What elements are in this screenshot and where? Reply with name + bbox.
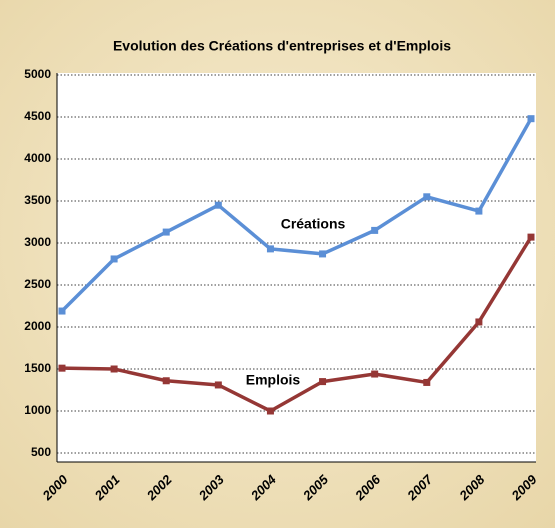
y-tick-label: 500 [31,445,51,459]
point-marker [371,370,379,378]
y-tick-label: 3000 [24,235,51,249]
y-tick-label: 1500 [24,361,51,375]
point-marker [162,377,170,385]
point-marker [475,318,483,326]
y-tick-label: 3500 [24,193,51,207]
point-marker [214,381,222,389]
point-marker [527,115,535,123]
point-marker [58,364,66,372]
point-marker [423,193,431,201]
point-marker [110,365,118,373]
point-marker [266,407,274,415]
series-label: Emplois [246,372,301,388]
series-line [60,117,533,313]
point-marker [319,378,327,386]
y-tick-label: 1000 [24,403,51,417]
point-marker [423,378,431,386]
point-marker [110,255,118,263]
point-marker [266,245,274,253]
series-label: Créations [281,216,346,232]
y-tick-label: 4500 [24,109,51,123]
y-tick-label: 2000 [24,319,51,333]
y-tick-label: 4000 [24,151,51,165]
point-marker [58,307,66,315]
chart-title: Evolution des Créations d'entreprises et… [113,38,451,54]
point-marker [162,228,170,236]
point-marker [371,226,379,234]
point-marker [214,201,222,209]
y-tick-label: 5000 [24,67,51,81]
point-marker [319,250,327,258]
y-tick-label: 2500 [24,277,51,291]
point-marker [527,233,535,241]
series-line [61,236,533,413]
point-marker [475,207,483,215]
plot-area [57,73,536,462]
